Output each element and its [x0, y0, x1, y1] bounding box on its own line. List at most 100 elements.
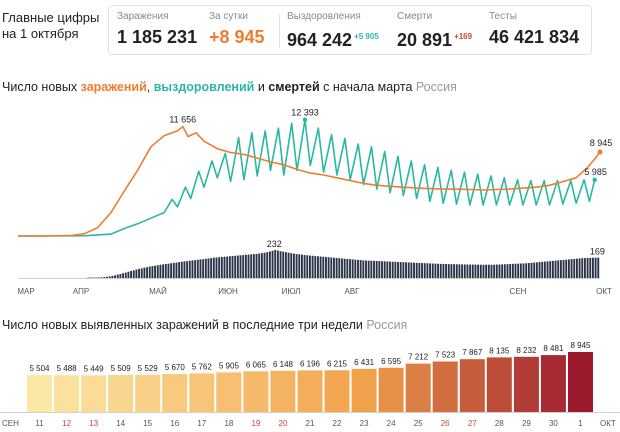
month-tick-label: МАР — [17, 287, 34, 296]
deaths-bar — [541, 261, 544, 278]
deaths-bar — [445, 264, 448, 278]
deaths-bar — [148, 266, 151, 278]
day-bar — [54, 375, 79, 412]
deaths-bar — [557, 260, 560, 278]
deaths-bar — [146, 267, 149, 278]
deaths-bar — [439, 263, 442, 278]
deaths-bar — [410, 262, 413, 278]
deaths-bar — [220, 257, 223, 278]
deaths-bar — [242, 255, 245, 278]
deaths-bar — [429, 263, 432, 278]
deaths-bar — [314, 256, 317, 278]
day-bar — [513, 356, 539, 412]
deaths-bar — [509, 264, 512, 278]
title-text: , — [146, 80, 154, 94]
deaths-bar — [506, 264, 509, 278]
deaths-bar — [207, 258, 210, 278]
deaths-bar — [236, 255, 239, 278]
deaths-bar — [495, 264, 498, 278]
deaths-bar — [346, 258, 349, 278]
deaths-bar — [413, 262, 415, 278]
day-value-label: 7 212 — [408, 353, 429, 362]
deaths-bar — [178, 262, 181, 278]
deaths-bar — [391, 261, 394, 278]
month-start-label: СЕН — [2, 419, 19, 428]
last-recoveries-label: 5 985 — [584, 167, 607, 177]
deaths-bar — [581, 258, 584, 278]
deaths-bar — [437, 263, 440, 278]
deaths-bar — [260, 253, 263, 278]
day-tick-label: 16 — [170, 419, 179, 428]
month-tick-label: МАЙ — [149, 287, 167, 296]
day-bar — [432, 361, 458, 412]
stat-value: 964 242 +5 905 — [287, 27, 379, 50]
deaths-bar — [565, 259, 568, 278]
deaths-bar — [426, 263, 429, 278]
stat-label: За сутки — [209, 11, 248, 22]
deaths-bar — [354, 259, 357, 278]
deaths-bar — [317, 256, 319, 278]
deaths-bar — [271, 250, 274, 278]
deaths-bar — [276, 250, 279, 278]
stat-delta: +5 905 — [354, 32, 379, 41]
deaths-bar — [469, 264, 472, 278]
deaths-bar — [309, 255, 311, 278]
title-recoveries: выздоровлений — [153, 80, 255, 94]
deaths-bar — [559, 260, 562, 278]
day-bar — [405, 363, 431, 412]
day-bar — [108, 375, 134, 412]
deaths-bar — [244, 254, 247, 278]
deaths-bar — [498, 264, 501, 278]
deaths-bar — [349, 259, 351, 278]
deaths-bar — [570, 259, 573, 278]
day-tick-label: 19 — [251, 419, 260, 428]
deaths-bar — [263, 252, 266, 278]
stat-number: 964 242 — [287, 30, 353, 50]
day-tick-label: 13 — [89, 419, 98, 428]
deaths-bar — [333, 257, 335, 278]
day-tick-label: 14 — [116, 419, 125, 428]
deaths-bar — [130, 271, 132, 278]
title-text: и — [254, 80, 269, 94]
divider — [279, 14, 280, 48]
deaths-bar — [493, 264, 496, 278]
day-bar — [297, 370, 323, 412]
day-value-label: 6 215 — [327, 359, 348, 368]
day-value-label: 6 431 — [354, 358, 375, 367]
day-tick-label: 21 — [306, 419, 315, 428]
deaths-bar — [554, 260, 557, 278]
deaths-bar — [218, 257, 221, 278]
deaths-bar — [535, 262, 538, 278]
deaths-bar — [343, 258, 346, 278]
deaths-bar — [501, 264, 504, 278]
deaths-bar — [252, 254, 255, 278]
month-tick-label: СЕН — [510, 287, 527, 296]
day-tick-label: 12 — [62, 419, 71, 428]
deaths-bar — [397, 261, 399, 278]
day-value-label: 7 523 — [435, 351, 456, 360]
deaths-bar — [279, 251, 282, 278]
stat-label: Смерти — [397, 11, 433, 22]
stat-value: 20 891 +169 — [397, 27, 472, 50]
deaths-bar — [514, 263, 517, 278]
deaths-bar — [135, 269, 138, 278]
deaths-bar — [399, 262, 402, 278]
deaths-bar — [365, 260, 367, 278]
day-tick-label: 26 — [441, 419, 450, 428]
deaths-bar — [471, 264, 474, 278]
stat-value: +8 945 — [209, 27, 265, 47]
deaths-bar — [119, 274, 122, 278]
deaths-bar — [100, 277, 103, 278]
deaths-bar — [335, 257, 338, 278]
day-bar — [27, 375, 52, 412]
deaths-bar — [421, 263, 423, 278]
day-value-label: 8 232 — [516, 346, 537, 355]
day-tick-label: 27 — [468, 419, 477, 428]
deaths-bar — [519, 263, 522, 278]
deaths-bar — [351, 259, 354, 278]
day-value-label: 5 905 — [219, 361, 240, 370]
stat-daily: За сутки +8 945 — [209, 11, 265, 47]
deaths-bar — [127, 271, 130, 278]
title-infections: заражений — [80, 80, 147, 94]
deaths-bar — [381, 261, 383, 278]
